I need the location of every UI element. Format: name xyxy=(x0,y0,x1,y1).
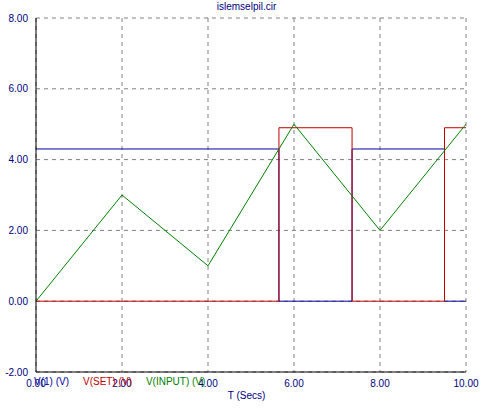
html-text:V(INPUT) (V): V(INPUT) (V) xyxy=(145,376,206,387)
svg-text:8.00: 8.00 xyxy=(9,13,29,24)
html-text:V(1) (V): V(1) (V) xyxy=(34,376,69,387)
html-text:T (Secs): T (Secs) xyxy=(227,390,266,401)
svg-text:-2.00: -2.00 xyxy=(8,367,28,378)
svg-text:8.00: 8.00 xyxy=(370,378,390,389)
html-text:islemselpil.cir: islemselpil.cir xyxy=(216,1,277,12)
svg-text:6.00: 6.00 xyxy=(9,83,29,94)
svg-text:4.00: 4.00 xyxy=(198,378,218,390)
html-text:V(SET) (V): V(SET) (V) xyxy=(83,376,132,387)
svg-text:0.00: 0.00 xyxy=(9,296,29,307)
svg-text:2.00: 2.00 xyxy=(9,225,29,236)
svg-text:6.00: 6.00 xyxy=(284,378,304,389)
svg-text:10.00: 10.00 xyxy=(453,378,478,389)
svg-text:4.00: 4.00 xyxy=(9,154,29,165)
